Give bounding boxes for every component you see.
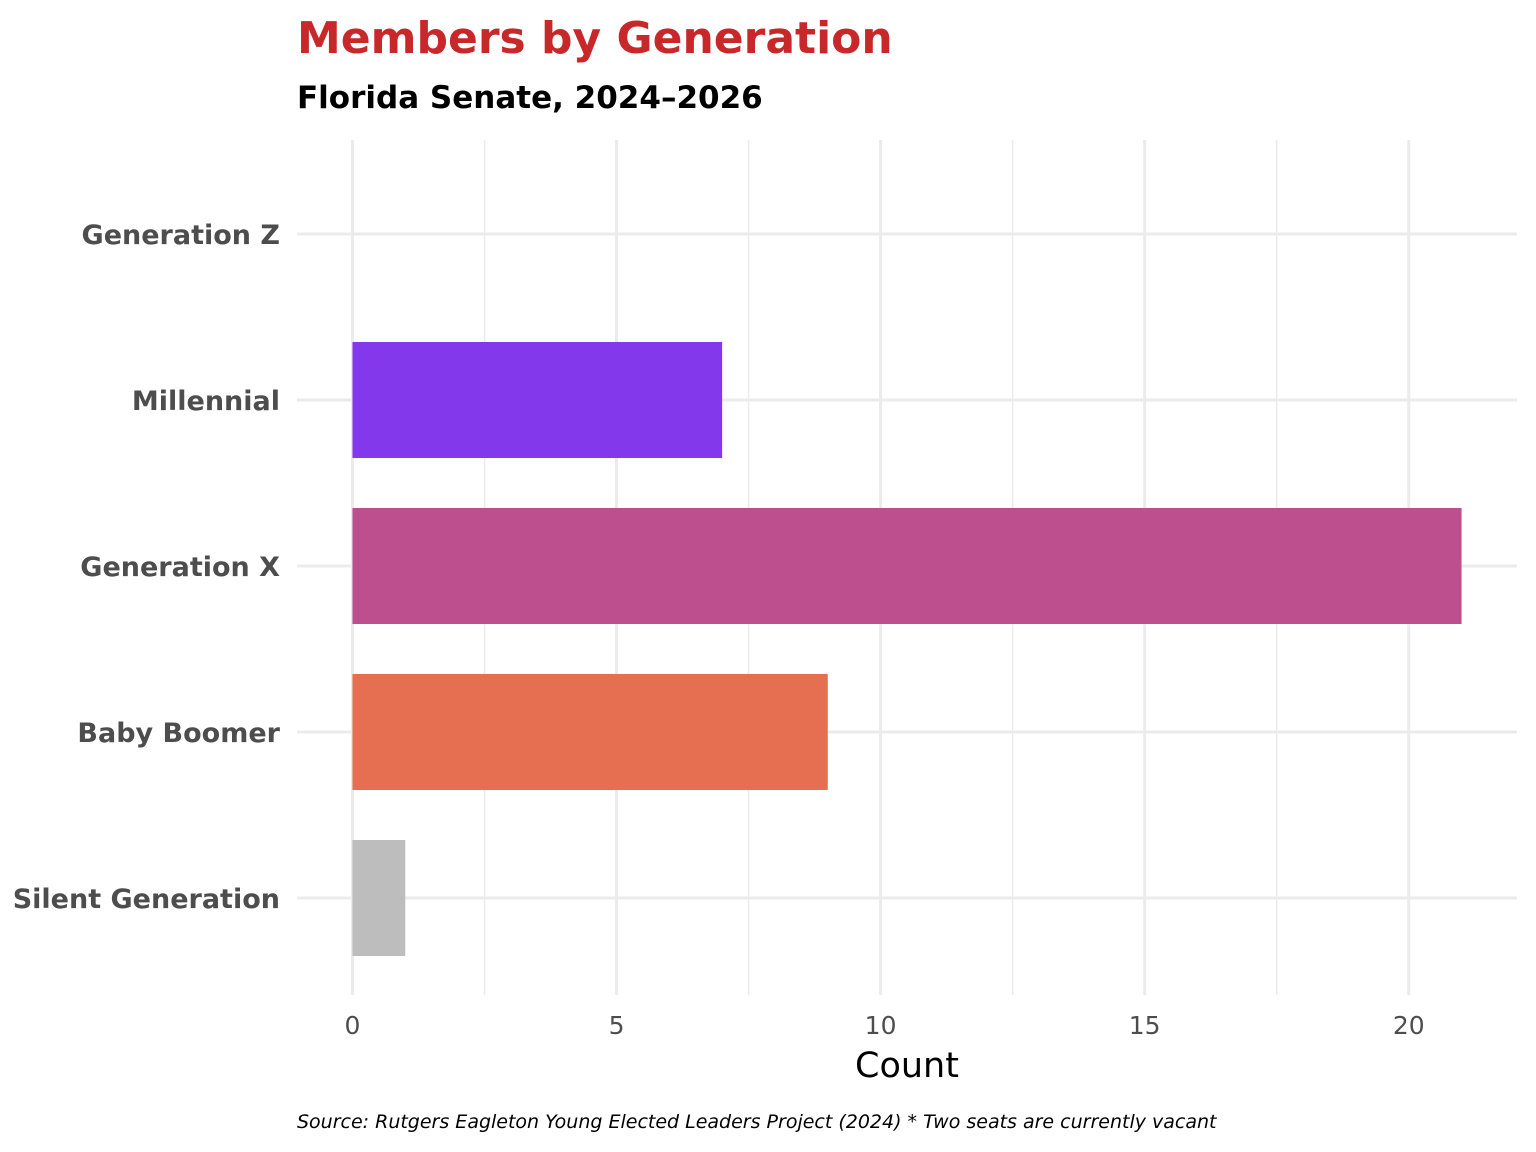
- x-tick-label: 5: [609, 1011, 625, 1040]
- y-tick-label: Baby Boomer: [77, 718, 280, 749]
- chart-title: Members by Generation: [297, 13, 893, 64]
- y-axis-labels: Generation Z Millennial Generation X Baby B…: [13, 220, 281, 915]
- bar-silent-generation: [352, 840, 406, 956]
- chart-caption: Source: Rutgers Eagleton Young Elected L…: [297, 1111, 1218, 1133]
- x-tick-label: 15: [1129, 1011, 1161, 1040]
- bar-generation-x: [352, 508, 1462, 624]
- x-tick-label: 10: [865, 1011, 897, 1040]
- x-tick-label: 0: [345, 1011, 361, 1040]
- x-axis-label: Count: [855, 1046, 959, 1086]
- y-tick-label: Generation Z: [82, 220, 280, 251]
- x-tick-label: 20: [1393, 1011, 1425, 1040]
- x-axis-ticks: 0 5 10 15 20: [345, 1011, 1425, 1040]
- bars: [352, 342, 1462, 956]
- bar-millennial: [352, 342, 723, 458]
- y-tick-label: Millennial: [132, 386, 280, 417]
- y-tick-label: Silent Generation: [13, 884, 280, 915]
- bar-baby-boomer: [352, 674, 828, 790]
- chart-subtitle: Florida Senate, 2024–2026: [297, 80, 763, 116]
- y-tick-label: Generation X: [80, 552, 280, 583]
